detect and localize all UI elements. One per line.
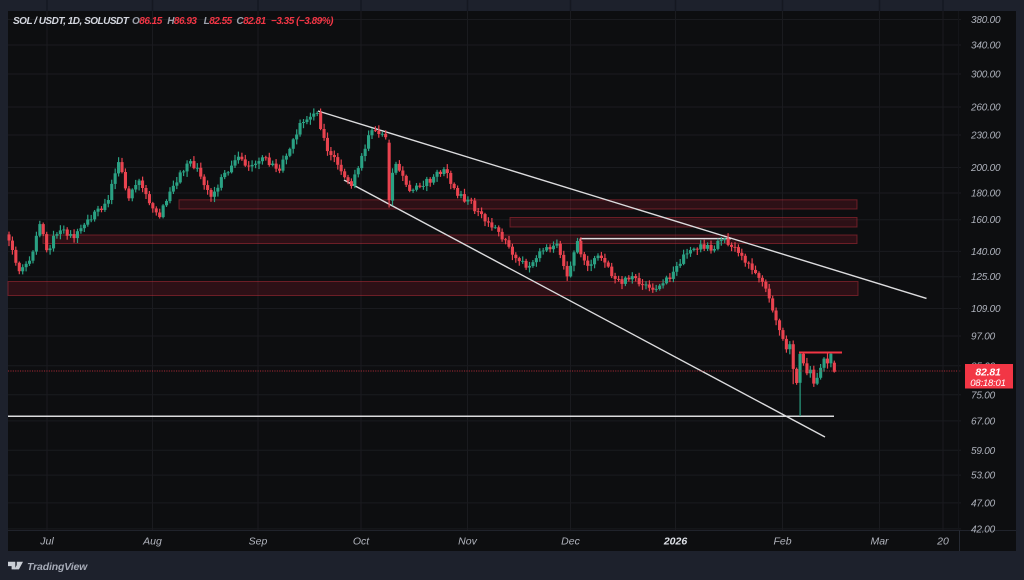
svg-text:TradingView: TradingView (27, 561, 88, 573)
svg-text:Mar: Mar (870, 536, 889, 548)
svg-text:59.00: 59.00 (971, 446, 996, 457)
svg-text:47.00: 47.00 (971, 498, 996, 509)
svg-text:140.00: 140.00 (971, 247, 1001, 258)
svg-text:160.00: 160.00 (971, 215, 1001, 226)
svg-text:Dec: Dec (561, 536, 580, 548)
svg-text:Sep: Sep (249, 536, 268, 548)
svg-text:97.00: 97.00 (971, 332, 996, 343)
svg-text:340.00: 340.00 (971, 41, 1001, 52)
svg-text:Oct: Oct (353, 536, 370, 548)
svg-text:125.00: 125.00 (971, 272, 1001, 283)
svg-text:Jul: Jul (39, 536, 54, 548)
svg-text:Aug: Aug (142, 536, 162, 548)
svg-text:C82.81: C82.81 (236, 16, 266, 27)
svg-text:−3.35 (−3.89%): −3.35 (−3.89%) (271, 16, 334, 27)
svg-text:Feb: Feb (773, 536, 791, 548)
svg-text:2026: 2026 (663, 536, 688, 548)
svg-text:300.00: 300.00 (971, 70, 1001, 81)
svg-text:20: 20 (936, 536, 949, 548)
svg-text:SOL / USDT, 1D, SOLUSDT: SOL / USDT, 1D, SOLUSDT (13, 16, 130, 27)
svg-text:82.81: 82.81 (975, 367, 1001, 379)
svg-text:380.00: 380.00 (971, 15, 1001, 26)
svg-text:O86.15: O86.15 (132, 16, 163, 27)
svg-text:200.00: 200.00 (970, 163, 1001, 174)
svg-text:260.00: 260.00 (970, 103, 1001, 114)
svg-text:180.00: 180.00 (971, 189, 1001, 200)
svg-text:42.00: 42.00 (971, 524, 996, 535)
svg-text:67.00: 67.00 (971, 416, 996, 427)
svg-text:53.00: 53.00 (971, 471, 996, 482)
svg-text:08:18:01: 08:18:01 (970, 378, 1005, 389)
svg-text:230.00: 230.00 (970, 131, 1001, 142)
svg-text:Nov: Nov (458, 536, 477, 548)
svg-text:75.00: 75.00 (971, 390, 996, 401)
svg-text:109.00: 109.00 (971, 304, 1001, 315)
svg-text:H86.93: H86.93 (167, 16, 197, 27)
svg-text:L82.55: L82.55 (204, 16, 233, 27)
